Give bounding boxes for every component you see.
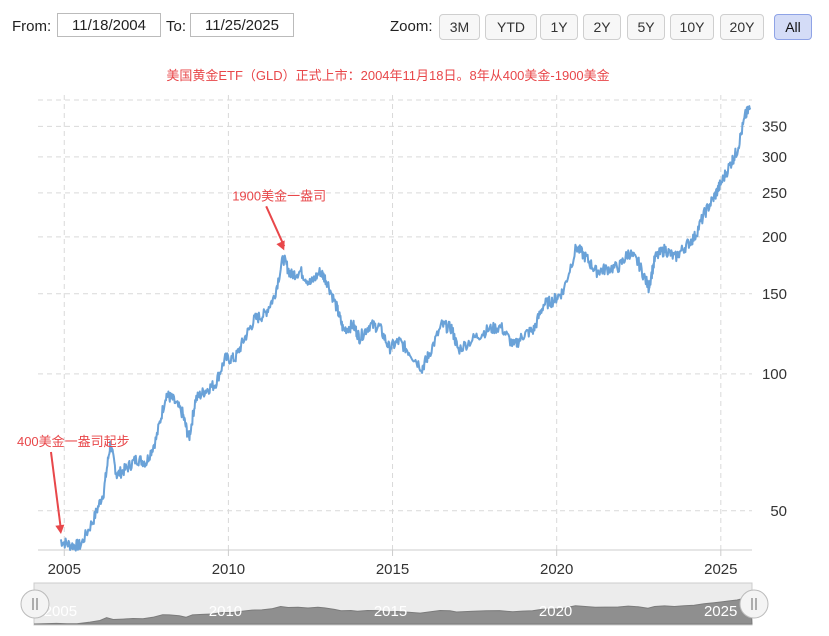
- zoom-2y-button[interactable]: 2Y: [583, 14, 621, 40]
- annotations: 400美金一盎司起步 1900美金一盎司: [17, 188, 326, 535]
- annotation-arrowhead: [276, 240, 285, 251]
- annotation-arrow: [265, 205, 286, 247]
- x-tick-label: 2015: [376, 561, 409, 578]
- zoom-5y-button[interactable]: 5Y: [627, 14, 665, 40]
- x-tick-label: 2010: [212, 561, 245, 578]
- grip-icon: [751, 598, 757, 610]
- y-tick-label: 250: [762, 185, 787, 202]
- y-tick-label: 150: [762, 286, 787, 303]
- zoom-ytd-button[interactable]: YTD: [485, 14, 537, 40]
- navigator-tick-label: 2015: [374, 603, 407, 620]
- navigator-handle-left[interactable]: [20, 589, 50, 619]
- to-date-input[interactable]: [190, 13, 294, 37]
- zoom-1y-button[interactable]: 1Y: [540, 14, 578, 40]
- zoom-3m-button[interactable]: 3M: [439, 14, 480, 40]
- x-tick-label: 2005: [48, 561, 81, 578]
- navigator-handle-right[interactable]: [739, 589, 769, 619]
- annotation-arrowhead: [55, 524, 65, 535]
- navigator-tick-label: 2020: [539, 603, 572, 620]
- grip-icon: [32, 598, 38, 610]
- grid-lines: [38, 95, 752, 550]
- navigator-series-area: [33, 596, 753, 625]
- navigator-tick-label: 2025: [704, 603, 737, 620]
- y-tick-label: 350: [762, 118, 787, 135]
- zoom-label: Zoom:: [390, 18, 433, 35]
- y-tick-label: 100: [762, 366, 787, 383]
- annotation-arrow: [49, 451, 62, 531]
- chart-title: 美国黄金ETF（GLD）正式上市：2004年11月18日。8年从400美金-19…: [166, 68, 609, 83]
- zoom-all-button[interactable]: All: [774, 14, 812, 40]
- navigator-ticks: 2005 2010 2015 2020 2025: [44, 603, 738, 620]
- y-tick-label: 200: [762, 229, 787, 246]
- x-tick-label: 2025: [704, 561, 737, 578]
- from-date-input[interactable]: [57, 13, 161, 37]
- x-axis-ticks: 2005 2010 2015 2020 2025: [48, 550, 738, 578]
- price-series-line: [59, 105, 752, 552]
- zoom-10y-button[interactable]: 10Y: [670, 14, 714, 40]
- y-axis-ticks: 50 100 150 200 250 300 350: [762, 118, 787, 519]
- zoom-20y-button[interactable]: 20Y: [720, 14, 764, 40]
- annotation-label: 400美金一盎司起步: [17, 434, 130, 449]
- x-tick-label: 2020: [540, 561, 573, 578]
- y-tick-label: 300: [762, 149, 787, 166]
- annotation-label: 1900美金一盎司: [232, 188, 326, 203]
- y-tick-label: 50: [770, 503, 787, 520]
- navigator-tick-label: 2005: [44, 603, 77, 620]
- navigator-tick-label: 2010: [209, 603, 242, 620]
- from-label: From:: [12, 18, 52, 35]
- navigator[interactable]: 2005 2010 2015 2020 2025: [20, 582, 769, 626]
- to-label: To:: [166, 18, 187, 35]
